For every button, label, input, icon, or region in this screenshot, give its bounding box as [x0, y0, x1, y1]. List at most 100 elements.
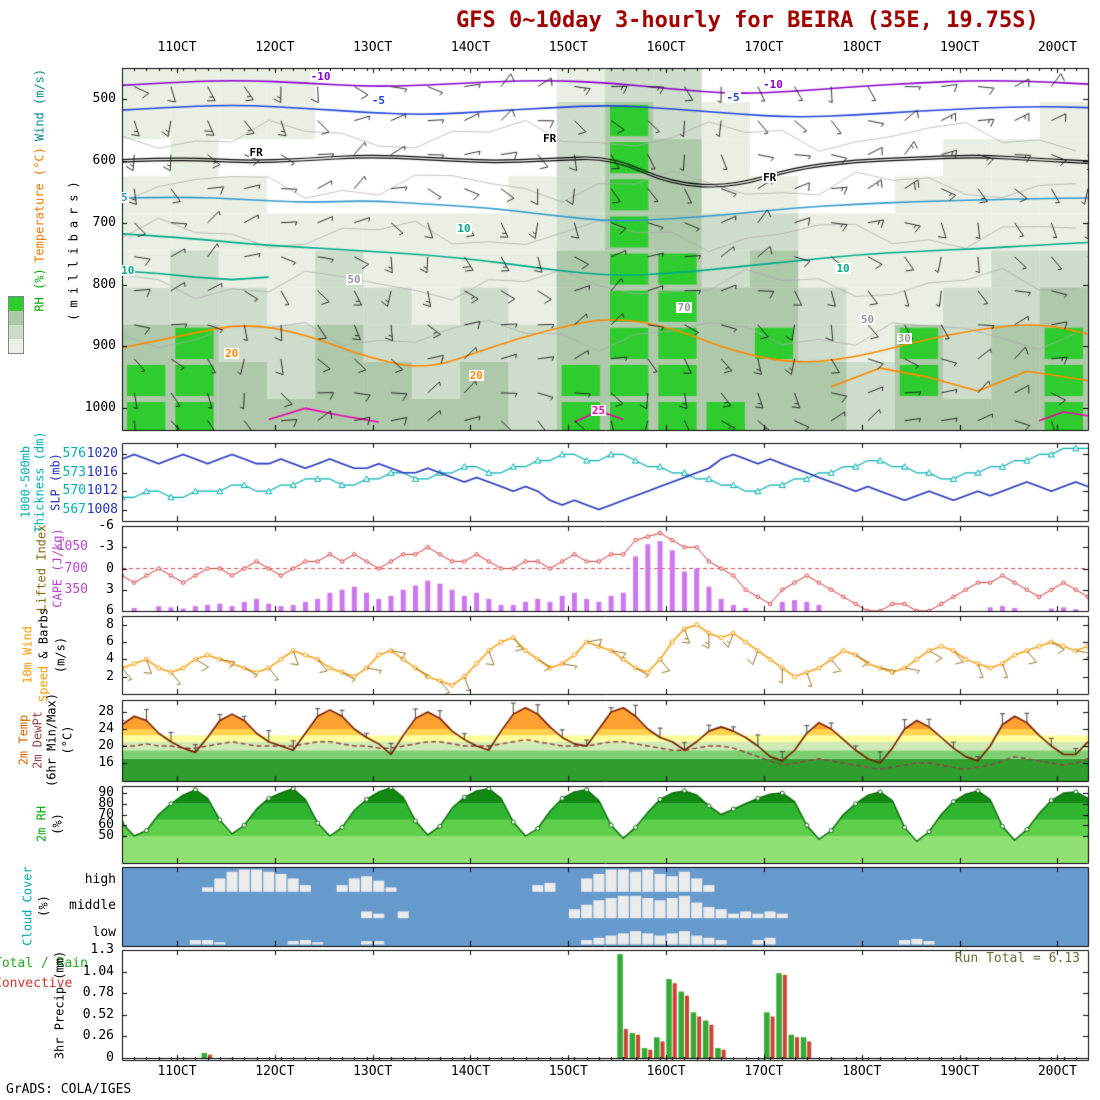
- contour-label: 30: [896, 332, 912, 346]
- li-tick-label: 6: [106, 603, 114, 618]
- contour-label: 10: [456, 221, 472, 235]
- wind10-axis-label-3: (m/s): [53, 636, 68, 674]
- thickness-tick-label: 570: [62, 483, 86, 499]
- cape-tick-label: 1050: [56, 539, 88, 555]
- slp-tick-label: 1016: [86, 464, 118, 480]
- li-tick-label: -3: [98, 539, 114, 555]
- dewpt2m-axis-label: 2m DewPt: [30, 711, 45, 769]
- rh2m-pct-axis-label: (%): [50, 813, 65, 835]
- lifted-index-axis-label: Lifted Index: [34, 524, 49, 612]
- upper-wind-axis-label: Wind (m/s): [32, 68, 47, 142]
- rh2m-axis-label: 2m RH: [34, 805, 49, 843]
- rh2m-tick-label: 80: [98, 795, 114, 811]
- precip-convective-label: Convective: [0, 976, 73, 991]
- x-tick-label-top: 16OCT: [646, 40, 686, 55]
- x-tick-label-bottom: 14OCT: [450, 1064, 491, 1079]
- thickness-tick-label: 573: [62, 464, 86, 480]
- contour-label: -10: [309, 70, 332, 84]
- precip-tick-label: 0.26: [82, 1028, 114, 1044]
- x-tick-label-bottom: 15OCT: [548, 1064, 588, 1079]
- slp-tick-label: 1008: [86, 501, 118, 517]
- x-tick-label-top: 14OCT: [450, 40, 491, 55]
- contour-label: FR: [541, 132, 558, 146]
- pressure-tick-label: 700: [92, 214, 116, 230]
- wind10-barbs-label: & Barbs: [36, 608, 51, 659]
- pressure-tick-label: 1000: [84, 400, 116, 416]
- rh-colorbar-swatch: [9, 311, 23, 325]
- contour-label: 25: [590, 404, 607, 418]
- rh-colorbar-swatch: [9, 325, 23, 339]
- wind10-tick-label: 8: [106, 616, 114, 632]
- cloud-row-label: middle: [69, 898, 116, 914]
- x-tick-label-top: 12OCT: [255, 40, 295, 55]
- rh-colorbar-swatch: [9, 339, 23, 353]
- wind10-axis-label-1: 10m Wind: [20, 626, 35, 684]
- rh2m-tick-label: 90: [98, 785, 114, 800]
- rh2m-tick-label: 70: [98, 806, 114, 822]
- x-tick-label-top: 13OCT: [353, 40, 393, 55]
- contour-label: 10: [120, 263, 136, 277]
- thickness-tick-label: 576: [62, 446, 86, 462]
- contour-label: 50: [859, 313, 876, 327]
- x-tick-label-top: 19OCT: [940, 40, 980, 55]
- contour-label: 50: [346, 273, 362, 287]
- contour-label: FR: [248, 146, 264, 160]
- x-tick-label-bottom: 20OCT: [1037, 1064, 1077, 1079]
- precip-tick-label: 0.52: [82, 1006, 114, 1022]
- rh-colorbar: [8, 296, 24, 354]
- temp2m-tick-label: 16: [98, 755, 114, 770]
- precip-tick-label: 0: [106, 1050, 114, 1065]
- x-tick-label-top: 11OCT: [157, 40, 197, 55]
- rh2m-tick-label: 60: [98, 817, 114, 833]
- li-tick-label: 3: [106, 581, 114, 597]
- precip-axis-label: 3hr Precip (mm): [52, 950, 67, 1060]
- pressure-tick-label: 800: [92, 276, 116, 292]
- contour-label: -5: [370, 93, 387, 107]
- pressure-tick-label: 500: [92, 90, 116, 106]
- cape-tick-label: 700: [64, 560, 88, 576]
- slp-tick-label: 1020: [86, 446, 118, 462]
- temp2m-tick-label: 20: [98, 738, 114, 753]
- contour-label: 10: [835, 262, 851, 276]
- x-tick-label-bottom: 17OCT: [744, 1064, 784, 1079]
- wind10-tick-label: 2: [106, 668, 114, 684]
- x-tick-label-bottom: 12OCT: [255, 1064, 295, 1079]
- grads-footer: GrADS: COLA/IGES: [6, 1082, 132, 1097]
- x-tick-label-bottom: 16OCT: [646, 1064, 686, 1079]
- minmax-axis-label: (6hr Min/Max): [44, 693, 59, 787]
- wind10-tick-label: 4: [106, 651, 114, 667]
- contour-label: -10: [762, 78, 784, 92]
- x-tick-label-bottom: 19OCT: [940, 1064, 980, 1079]
- x-tick-label-top: 18OCT: [842, 40, 882, 55]
- cloud-cover-axis-label: Cloud Cover: [20, 866, 35, 946]
- x-tick-label-bottom: 11OCT: [157, 1064, 197, 1079]
- temp2m-tick-label: 28: [98, 704, 114, 719]
- cloud-row-label: high: [84, 872, 116, 888]
- precip-total-rain-label: Total / Rain: [0, 956, 88, 971]
- upper-temp-axis-label: Temperature (°C): [32, 147, 47, 263]
- degc-axis-label: (°C): [60, 725, 75, 755]
- cloud-row-label: low: [92, 924, 116, 940]
- thickness-axis-label-1: 1000-500mb: [18, 445, 33, 519]
- thickness-tick-label: 567: [62, 501, 86, 517]
- x-tick-label-bottom: 18OCT: [842, 1064, 882, 1079]
- contour-label: FR: [762, 171, 778, 185]
- li-tick-label: 0: [106, 560, 114, 576]
- x-tick-label-bottom: 13OCT: [353, 1064, 393, 1079]
- precip-tick-label: 1.3: [90, 942, 114, 957]
- cloud-pct-axis-label: (%): [36, 895, 51, 917]
- cape-tick-label: 350: [64, 581, 88, 597]
- precip-tick-label: 0.78: [82, 985, 114, 1001]
- contour-label: 5: [120, 190, 129, 204]
- wind10-tick-label: 6: [106, 634, 114, 649]
- x-tick-label-top: 15OCT: [548, 40, 588, 55]
- x-tick-label-top: 20OCT: [1037, 40, 1077, 55]
- millibars-axis-label: (millibars): [66, 175, 81, 321]
- contour-label: -5: [725, 90, 741, 104]
- contour-label: 20: [224, 346, 240, 360]
- rh2m-tick-label: 50: [98, 828, 114, 843]
- temp2m-axis-label: 2m Temp: [16, 714, 31, 766]
- page-title: GFS 0~10day 3-hourly for BEIRA (35E, 19.…: [456, 8, 1039, 33]
